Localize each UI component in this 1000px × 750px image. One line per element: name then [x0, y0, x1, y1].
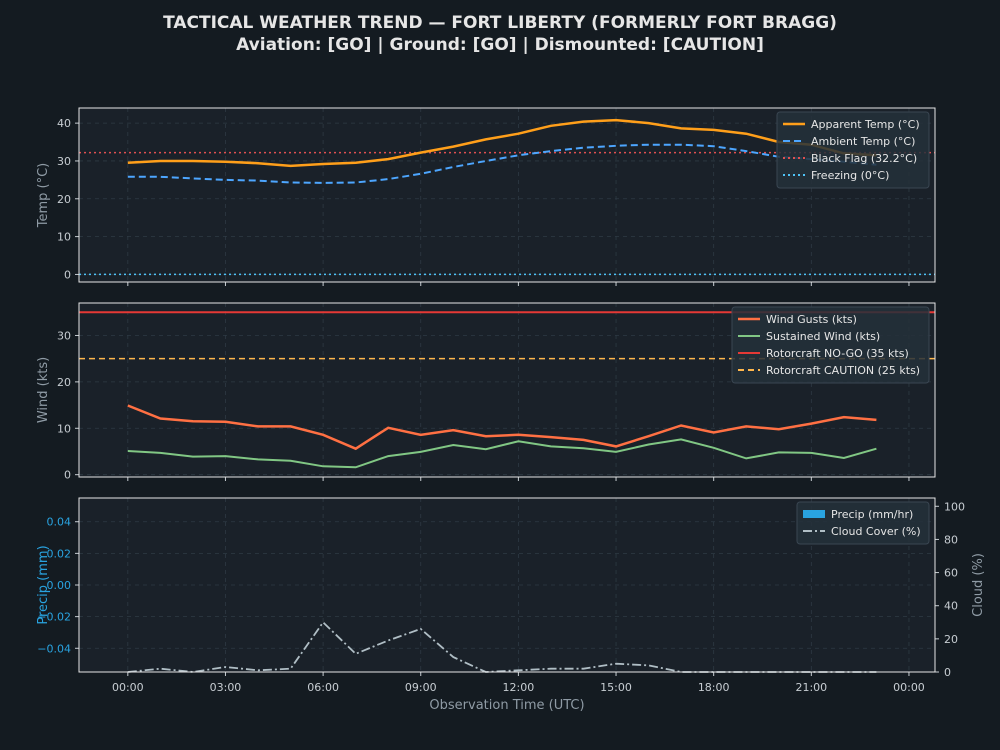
legend-label: Freezing (0°C) [811, 169, 889, 182]
y-tick-label: 0.04 [47, 516, 72, 529]
y-tick-label: −0.04 [37, 642, 71, 655]
go-nogo-status: Aviation: [GO] | Ground: [GO] | Dismount… [236, 35, 764, 55]
y-axis-label: Wind (kts) [36, 357, 51, 423]
y2-tick-label: 60 [944, 567, 958, 580]
legend-swatch [803, 510, 825, 518]
legend-label: Sustained Wind (kts) [766, 330, 880, 343]
x-axis-label: Observation Time (UTC) [429, 698, 584, 713]
legend-box [731, 306, 930, 384]
legend: Wind Gusts (kts) Sustained Wind (kts) Roto… [731, 306, 930, 384]
y-tick-label: 10 [57, 422, 71, 435]
x-tick-label: 12:00 [503, 681, 535, 694]
y-tick-label: 10 [57, 231, 71, 244]
legend-label: Ambient Temp (°C) [811, 135, 915, 148]
y-tick-label: −0.02 [37, 611, 71, 624]
panel-frame [78, 302, 936, 478]
x-tick-label: 06:00 [307, 681, 339, 694]
panel-precip-cloud: −0.04 −0.02 0.00 0.02 0.04 Precip (mm) 0 20 40 60… [36, 497, 986, 713]
y-tick-label: 0.02 [47, 547, 72, 560]
y-tick-label: 30 [57, 329, 71, 342]
y-tick-label: 20 [57, 376, 71, 389]
legend-label: Apparent Temp (°C) [811, 118, 920, 131]
y2-tick-label: 20 [944, 633, 958, 646]
x-tick-label: 09:00 [405, 681, 437, 694]
legend-label: Wind Gusts (kts) [766, 313, 857, 326]
legend-label: Black Flag (32.2°C) [811, 152, 917, 165]
legend-label: Cloud Cover (%) [831, 525, 921, 538]
legend: Precip (mm/hr) Cloud Cover (%) [796, 501, 930, 545]
series-ambient-temp [127, 143, 877, 184]
y-axis-label: Precip (mm) [36, 545, 51, 624]
panel-frame [78, 497, 936, 673]
x-tick-label: 03:00 [210, 681, 242, 694]
legend-label: Rotorcraft CAUTION (25 kts) [766, 364, 920, 377]
y2-tick-label: 0 [944, 666, 951, 679]
y-tick-label: 0.00 [47, 579, 72, 592]
series-apparent-temp [127, 118, 877, 168]
y-tick-label: 40 [57, 117, 71, 130]
legend-label: Precip (mm/hr) [831, 508, 913, 521]
series-wind-gusts [127, 404, 877, 451]
series-sustained-wind [127, 438, 877, 469]
y-axis-label: Temp (°C) [36, 163, 51, 229]
legend-box [776, 111, 930, 189]
x-tick-label: 21:00 [795, 681, 827, 694]
y-tick-label: 0 [64, 268, 71, 281]
panel-frame [78, 107, 936, 283]
legend-label: Rotorcraft NO-GO (35 kts) [766, 347, 909, 360]
y2-axis-label: Cloud (%) [971, 553, 986, 617]
x-tick-label: 00:00 [112, 681, 144, 694]
y2-tick-label: 40 [944, 600, 958, 613]
y-tick-label: 0 [64, 469, 71, 482]
legend-box [796, 501, 930, 545]
x-tick-label: 15:00 [600, 681, 632, 694]
y2-tick-label: 80 [944, 533, 958, 546]
legend: Apparent Temp (°C) Ambient Temp (°C) Black… [776, 111, 930, 189]
chart-title: TACTICAL WEATHER TREND — FORT LIBERTY (F… [163, 13, 837, 33]
panel-wind: 0 10 20 30 Wind (kts) Wind Gusts (kts) Sustain… [36, 302, 936, 482]
y-tick-label: 30 [57, 155, 71, 168]
y-tick-label: 20 [57, 193, 71, 206]
y2-tick-label: 100 [944, 500, 965, 513]
x-tick-label: 18:00 [698, 681, 730, 694]
x-tick-label: 00:00 [893, 681, 925, 694]
panel-temperature: 0 10 20 30 40 Temp (°C) Apparent Temp (°C) Ambi… [36, 107, 936, 286]
